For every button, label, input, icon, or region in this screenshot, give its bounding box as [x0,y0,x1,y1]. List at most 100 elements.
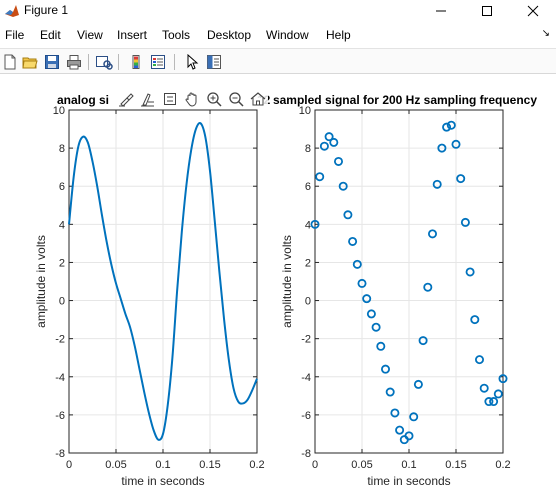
open-file-button[interactable] [20,52,40,72]
sampled-axes[interactable]: 0 0.05 0.1 0.15 0.2 -8 -6 -4 -2 0 2 4 6 8 10 sampled s… [273,93,537,488]
menu-window[interactable]: Window [266,28,309,42]
link-plot-button[interactable] [94,52,114,72]
x-tick-label: 0.1 [401,459,416,471]
zoom-in-button[interactable] [204,89,224,109]
y-tick-label: 10 [299,105,311,117]
open-file-icon [22,57,38,69]
minimize-icon [436,10,446,12]
zoom-out-button[interactable] [226,89,246,109]
data-point [329,137,339,147]
data-point [413,379,423,389]
x-tick-label: 0.2 [495,459,510,471]
close-icon [527,5,539,17]
data-point [442,122,452,132]
y-tick-label: -8 [301,448,311,460]
menu-desktop[interactable]: Desktop [207,28,252,42]
print-button[interactable] [64,52,84,72]
plot-area: 0 0.05 0.1 0.15 0.2 -8 -6 -4 -2 0 2 4 6 8 10 analog si… [34,93,537,488]
data-point [376,341,386,351]
data-point [470,315,480,325]
y-tick-label: 2 [59,257,65,269]
menu-insert[interactable]: Insert [117,28,148,42]
data-point [371,322,381,332]
y-tick-label: 0 [59,296,65,308]
rotate-icon [164,93,176,105]
save-button[interactable] [42,52,62,72]
link-plot-icon [96,56,113,70]
analog-axes-title: analog si [57,93,109,107]
insert-colorbar-icon [132,55,140,69]
figure-toolbar [0,48,556,74]
x-tick-label: 0.05 [351,459,372,471]
analog-axes[interactable]: 0 0.05 0.1 0.15 0.2 -8 -6 -4 -2 0 2 4 6 8 10 analog si… [34,93,271,488]
axes-grid [68,109,258,454]
data-point [498,374,508,384]
dock-arrow-icon[interactable]: ↘ [541,28,550,39]
menu-tools[interactable]: Tools [162,28,191,42]
data-point [484,397,494,407]
insert-legend-icon [151,55,165,69]
data-point [352,259,362,269]
menu-bar: File Edit View Insert Tools Desktop Wind… [0,24,556,46]
sampled-x-axis-label: time in seconds [367,474,450,488]
data-point [404,431,414,441]
matlab-icon [4,3,20,24]
save-icon [45,55,59,69]
close-button[interactable] [510,0,556,22]
menu-help[interactable]: Help [326,28,351,42]
y-tick-label: -4 [55,372,65,384]
home-icon [250,92,266,106]
brush-icon [119,93,134,107]
data-tips-button[interactable] [138,89,158,109]
figure-canvas: 0 0.05 0.1 0.15 0.2 -8 -6 -4 -2 0 2 4 6 8 10 analog si… [0,75,556,492]
data-point [319,141,329,151]
zoom-out-icon [229,92,244,107]
data-point [465,267,475,277]
brush-button[interactable] [116,89,136,109]
analog-y-axis-label: amplitude in volts [34,235,48,328]
sampled-signal-markers [310,120,508,445]
property-inspector-button[interactable] [204,52,224,72]
window-title: Figure 1 [24,3,69,17]
data-point [427,229,437,239]
y-tick-label: 8 [59,143,65,155]
toolbar-separator [88,54,89,70]
maximize-icon [482,6,492,16]
y-tick-label: 2 [305,257,311,269]
y-tick-label: 10 [53,105,65,117]
data-point [437,143,447,153]
data-point [310,219,320,229]
data-point [432,179,442,189]
menu-edit[interactable]: Edit [40,28,61,42]
insert-colorbar-button[interactable] [126,52,146,72]
maximize-button[interactable] [464,0,510,22]
toolbar-separator [174,54,175,70]
data-point [456,174,466,184]
axes-ticks: 0 0.05 0.1 0.15 0.2 -8 -6 -4 -2 0 2 4 6 8 10 [53,105,265,471]
data-point [493,389,503,399]
analog-x-axis-label: time in seconds [121,474,204,488]
home-button[interactable] [248,89,268,109]
menu-view[interactable]: View [77,28,103,42]
analog-signal-line [68,122,258,441]
pan-button[interactable] [182,89,202,109]
data-point [474,355,484,365]
zoom-in-icon [207,92,222,107]
x-tick-label: 0.1 [155,459,170,471]
axes-toolbar [116,89,268,109]
insert-legend-button[interactable] [148,52,168,72]
menu-file[interactable]: File [5,28,25,42]
rotate-button[interactable] [160,89,180,109]
y-tick-label: 0 [305,296,311,308]
y-tick-label: 8 [305,143,311,155]
x-tick-label: 0 [312,459,318,471]
data-point [333,156,343,166]
axes-grid [314,109,504,454]
new-figure-button[interactable] [0,52,20,72]
edit-plot-button[interactable] [182,52,202,72]
y-tick-label: -2 [55,334,65,346]
minimize-button[interactable] [418,0,464,22]
data-point [362,294,372,304]
y-tick-label: -6 [55,410,65,422]
series-line [68,122,258,441]
